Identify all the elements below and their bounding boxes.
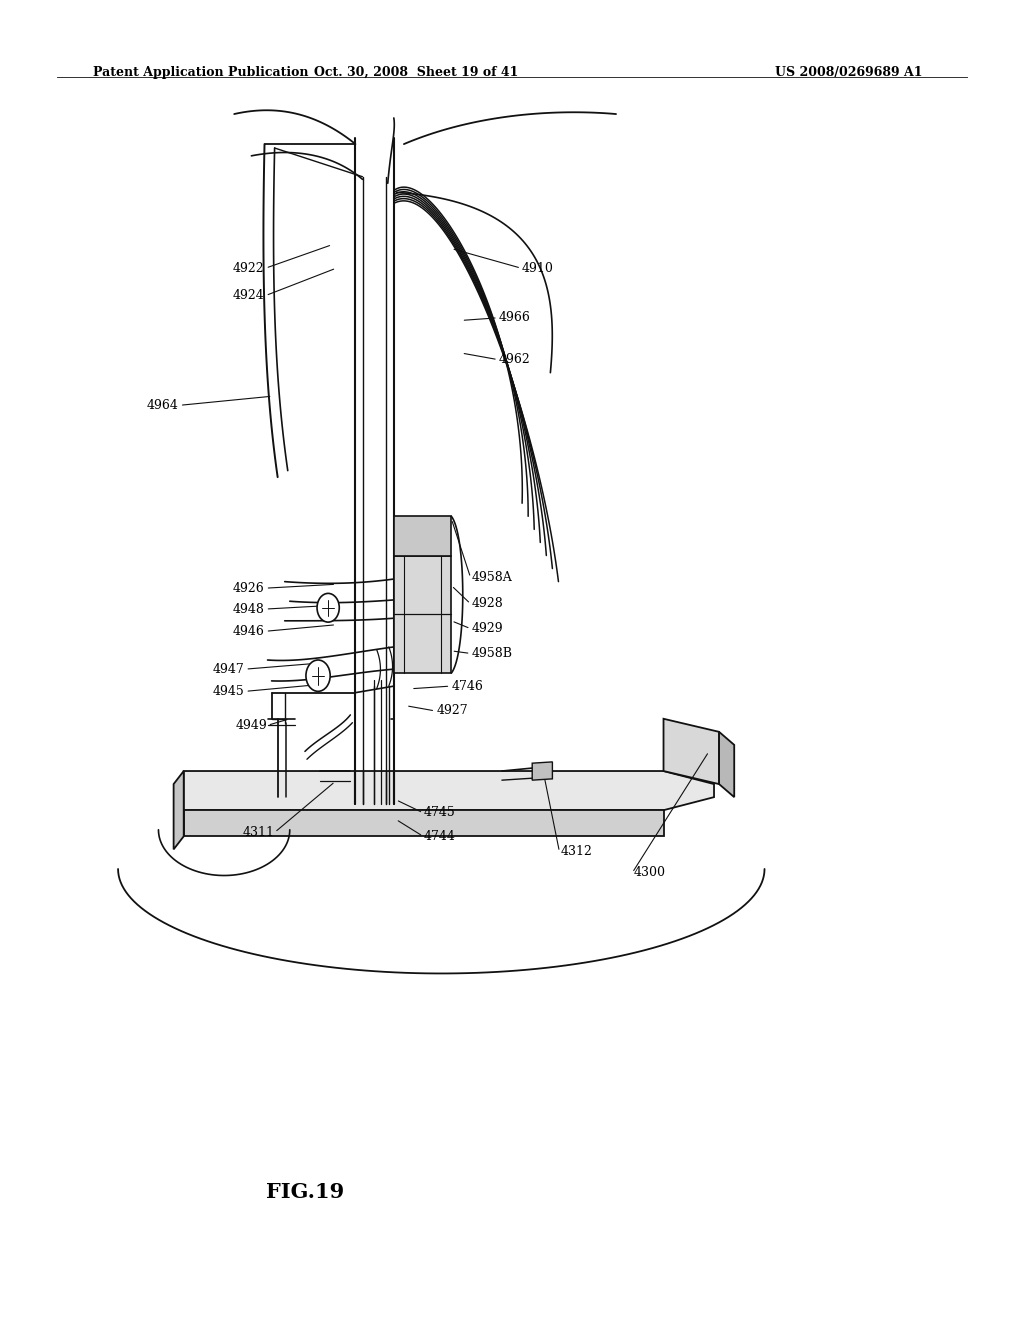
Text: 4946: 4946: [232, 624, 264, 638]
Text: 4910: 4910: [522, 261, 554, 275]
Circle shape: [306, 660, 330, 692]
Text: 4962: 4962: [499, 352, 530, 366]
Polygon shape: [183, 810, 664, 837]
Polygon shape: [664, 719, 719, 784]
Text: 4312: 4312: [560, 846, 592, 858]
Text: 4964: 4964: [146, 399, 178, 412]
Text: 4948: 4948: [232, 602, 264, 615]
Polygon shape: [394, 516, 452, 556]
Text: 4922: 4922: [232, 261, 264, 275]
Text: 4945: 4945: [213, 685, 245, 698]
Text: 4958B: 4958B: [472, 647, 513, 660]
Text: 4745: 4745: [424, 807, 456, 820]
Text: Oct. 30, 2008  Sheet 19 of 41: Oct. 30, 2008 Sheet 19 of 41: [313, 66, 518, 79]
Text: 4746: 4746: [452, 680, 483, 693]
Text: 4966: 4966: [499, 312, 530, 325]
Text: 4924: 4924: [232, 289, 264, 302]
Text: 4926: 4926: [232, 582, 264, 595]
Text: 4949: 4949: [236, 719, 267, 731]
Polygon shape: [394, 556, 452, 673]
Polygon shape: [174, 771, 183, 849]
Text: 4929: 4929: [472, 622, 503, 635]
Text: 4744: 4744: [424, 830, 456, 843]
Text: 4958A: 4958A: [472, 572, 512, 585]
Circle shape: [317, 594, 339, 622]
Text: Patent Application Publication: Patent Application Publication: [93, 66, 308, 79]
Text: FIG.19: FIG.19: [266, 1181, 344, 1203]
Text: US 2008/0269689 A1: US 2008/0269689 A1: [774, 66, 923, 79]
Text: 4947: 4947: [213, 663, 245, 676]
Text: 4300: 4300: [633, 866, 666, 879]
Polygon shape: [532, 762, 552, 780]
Text: 4927: 4927: [436, 705, 468, 718]
Text: 4311: 4311: [243, 826, 274, 840]
Polygon shape: [719, 731, 734, 797]
Text: 4928: 4928: [472, 598, 504, 610]
Polygon shape: [183, 771, 714, 810]
